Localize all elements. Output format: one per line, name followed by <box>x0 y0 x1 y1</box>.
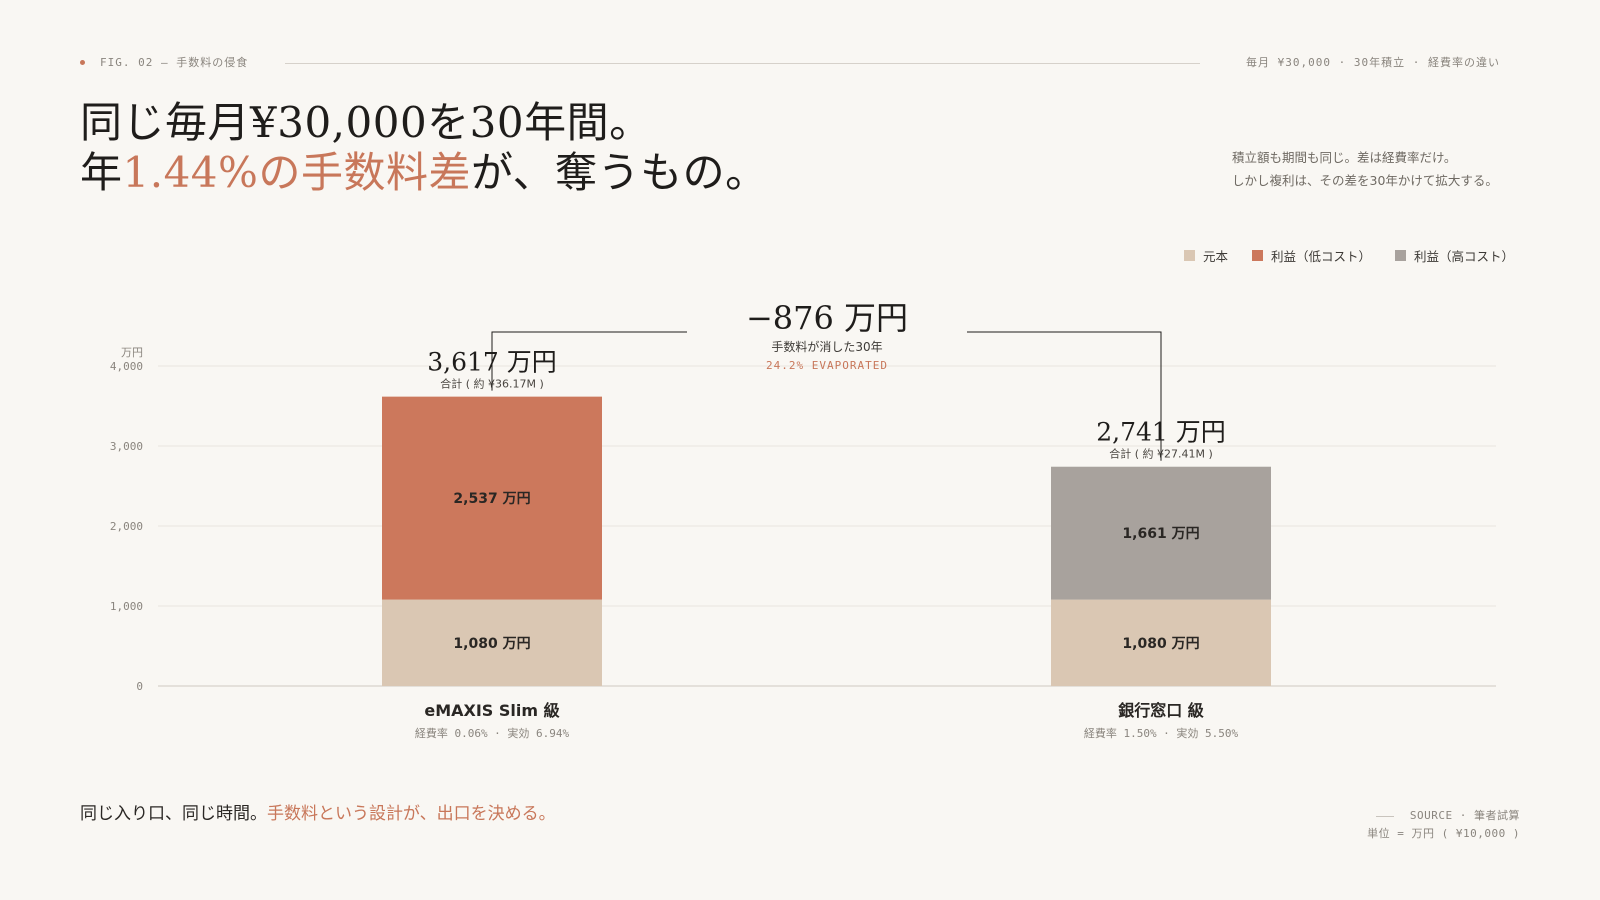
tagline: 同じ入り口、同じ時間。手数料という設計が、出口を決める。 <box>80 799 556 824</box>
y-axis-unit: 万円 <box>121 346 143 359</box>
title-line-2-prefix: 年 <box>80 148 123 197</box>
difference-label: −876 万円 <box>746 299 908 337</box>
figure-header: FIG. 02 — 手数料の侵食 毎月 ¥30,000 · 30年積立 · 経費… <box>80 54 1500 70</box>
source-note: SOURCE · 筆者試算 単位 = 万円 ( ¥10,000 ) <box>1367 807 1520 843</box>
bar-segment-1 <box>382 396 602 600</box>
category-note: 経費率 1.50% · 実効 5.50% <box>1084 726 1239 740</box>
source-divider <box>1375 815 1394 817</box>
figure-label: FIG. 02 — 手数料の侵食 <box>100 56 249 69</box>
difference-bracket-right <box>967 331 1162 461</box>
category-label: 銀行窓口 級 <box>1118 701 1204 720</box>
category-label: eMAXIS Slim 級 <box>424 701 559 720</box>
legend-label-high-cost-profit: 利益（高コスト） <box>1413 249 1514 264</box>
header-divider <box>285 63 1200 64</box>
bar-segment-0 <box>1051 599 1271 686</box>
difference-bracket-left <box>491 331 687 391</box>
bar-segment-label: 1,661 万円 <box>1122 526 1199 542</box>
title-line-2-accent: 1.44%の手数料差 <box>122 148 471 197</box>
legend-label-low-cost-profit: 利益（低コスト） <box>1270 249 1371 264</box>
subtitle-note: 積立額も期間も同じ。差は経費率だけ。 しかし複利は、その差を30年かけて拡大する… <box>1232 146 1498 192</box>
y-tick-label: 3,000 <box>110 440 143 453</box>
difference-percent: 24.2% EVAPORATED <box>766 359 888 372</box>
legend-swatch-high-cost-profit <box>1394 250 1406 261</box>
title-line-1: 同じ毎月¥30,000を30年間。 <box>80 98 652 147</box>
accent-dot-icon <box>80 60 85 65</box>
bar-segment-0 <box>382 599 602 686</box>
legend-item-high-cost-profit: 利益（高コスト） <box>1394 246 1514 265</box>
y-tick-label: 0 <box>136 680 143 693</box>
legend-swatch-low-cost-profit <box>1251 250 1263 261</box>
bar-segment-label: 2,537 万円 <box>453 491 530 507</box>
y-tick-label: 2,000 <box>110 520 143 533</box>
subtitle-note-line-2: しかし複利は、その差を30年かけて拡大する。 <box>1232 173 1498 188</box>
tagline-accent: 手数料という設計が、出口を決める。 <box>267 804 556 824</box>
unit-text: 単位 = 万円 ( ¥10,000 ) <box>1367 827 1520 840</box>
page-title: 同じ毎月¥30,000を30年間。 年1.44%の手数料差が、奪うもの。 <box>80 98 768 198</box>
bar-segment-2 <box>1051 466 1271 600</box>
tagline-plain: 同じ入り口、同じ時間。 <box>80 804 267 824</box>
y-tick-label: 4,000 <box>110 360 143 373</box>
legend-label-principal: 元本 <box>1202 249 1228 264</box>
title-line-2-suffix: が、奪うもの。 <box>470 148 768 197</box>
source-text: SOURCE · 筆者試算 <box>1409 809 1520 822</box>
bar-segment-label: 1,080 万円 <box>453 636 530 652</box>
subtitle-note-line-1: 積立額も期間も同じ。差は経費率だけ。 <box>1232 150 1457 165</box>
bar-segment-label: 1,080 万円 <box>1122 636 1199 652</box>
difference-note: 手数料が消した30年 <box>771 339 882 354</box>
figure-meta: 毎月 ¥30,000 · 30年積立 · 経費率の違い <box>1246 56 1500 69</box>
category-note: 経費率 0.06% · 実効 6.94% <box>415 726 570 740</box>
y-tick-label: 1,000 <box>110 600 143 613</box>
legend-item-principal: 元本 <box>1183 246 1228 265</box>
legend-swatch-principal <box>1183 250 1195 261</box>
chart-legend: 元本 利益（低コスト） 利益（高コスト） <box>1183 246 1514 265</box>
legend-item-low-cost-profit: 利益（低コスト） <box>1251 246 1371 265</box>
